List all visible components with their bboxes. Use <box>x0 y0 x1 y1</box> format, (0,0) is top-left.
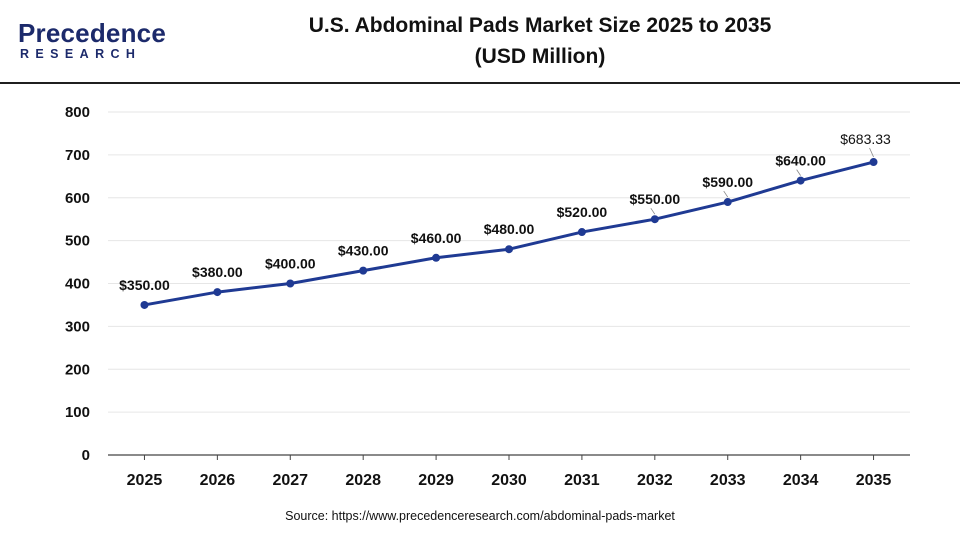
y-tick-label: 800 <box>65 104 90 121</box>
x-axis-tick-labels: 2025 2026 2027 2028 2029 2030 2031 2032 2033 2034… <box>127 455 892 489</box>
x-tick-label: 2035 <box>856 472 892 489</box>
label-leader-line <box>869 147 874 158</box>
chart-title-line2: (USD Million) <box>474 45 606 68</box>
data-point <box>505 245 513 254</box>
x-tick-label: 2034 <box>783 472 819 489</box>
data-label: $380.00 <box>192 264 243 280</box>
source-text: Source: https://www.precedenceresearch.c… <box>285 509 675 523</box>
x-tick-label: 2029 <box>418 472 454 489</box>
x-tick-label: 2032 <box>637 472 673 489</box>
source-note: Source: https://www.precedenceresearch.c… <box>0 509 960 523</box>
y-tick-label: 400 <box>65 276 90 293</box>
data-labels: $350.00 $380.00 $400.00 $430.00 $460.00 $480.… <box>119 131 891 293</box>
x-tick-label: 2033 <box>710 472 746 489</box>
y-tick-label: 500 <box>65 233 90 250</box>
data-label: $430.00 <box>338 243 389 259</box>
label-leader-line <box>723 190 729 198</box>
data-point <box>359 266 368 275</box>
y-tick-label: 100 <box>65 404 90 421</box>
data-point <box>796 176 805 185</box>
logo-subtitle: RESEARCH <box>20 47 142 61</box>
data-label: $480.00 <box>484 221 535 237</box>
data-label: $640.00 <box>775 153 826 169</box>
logo-wordmark: Precedence <box>18 18 166 48</box>
y-tick-label: 200 <box>65 361 90 378</box>
x-tick-label: 2030 <box>491 472 527 489</box>
y-tick-label: 0 <box>82 447 90 464</box>
brand-logo: Precedence RESEARCH <box>18 18 168 68</box>
x-tick-label: 2027 <box>272 472 308 489</box>
data-point <box>213 288 222 297</box>
data-label: $683.33 <box>840 131 891 147</box>
series-line-group <box>140 158 878 309</box>
data-label: $520.00 <box>557 204 608 220</box>
data-label: $400.00 <box>265 256 316 272</box>
data-point <box>286 279 295 288</box>
data-point <box>577 228 586 237</box>
data-label: $350.00 <box>119 277 170 293</box>
label-leader-line <box>796 169 801 176</box>
y-tick-label: 300 <box>65 318 90 335</box>
chart-title-line1: U.S. Abdominal Pads Market Size 2025 to … <box>308 14 772 37</box>
y-tick-label: 600 <box>65 190 90 207</box>
data-point <box>723 198 732 207</box>
label-leader-line <box>650 207 656 215</box>
data-label: $550.00 <box>630 191 681 207</box>
x-tick-label: 2031 <box>564 472 600 489</box>
data-point <box>432 253 441 262</box>
data-point <box>140 300 149 309</box>
x-tick-label: 2025 <box>127 472 163 489</box>
header: Precedence RESEARCH U.S. Abdominal Pads … <box>0 0 960 84</box>
y-axis-tick-labels: 0 100 200 300 400 500 600 700 800 <box>65 104 90 464</box>
chart-title: U.S. Abdominal Pads Market Size 2025 to … <box>260 10 820 72</box>
y-tick-label: 700 <box>65 147 90 164</box>
data-label: $590.00 <box>702 174 753 190</box>
x-tick-label: 2026 <box>200 472 236 489</box>
data-point <box>869 158 878 167</box>
data-point <box>650 215 659 224</box>
x-tick-label: 2028 <box>345 472 381 489</box>
data-label: $460.00 <box>411 230 462 246</box>
